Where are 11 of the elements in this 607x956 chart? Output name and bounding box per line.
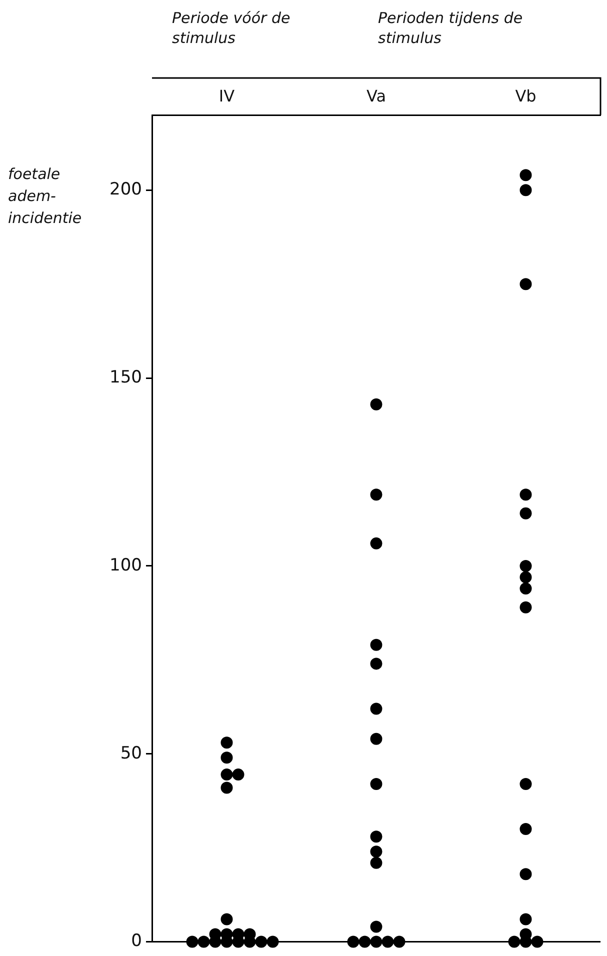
y-tick-label: 50 xyxy=(120,743,142,764)
x-tick-label: Va xyxy=(366,86,386,106)
x-tick-label: IV xyxy=(218,86,235,106)
y-tick-label: 100 xyxy=(110,555,142,576)
y-tick-label: 200 xyxy=(110,180,142,200)
text: Periode vóór de stimulus xyxy=(172,8,292,48)
y-axis-title: foetale adem-incidentie xyxy=(8,164,83,229)
y-tick-label: 150 xyxy=(110,367,142,388)
x-tick-label: Vb xyxy=(515,86,536,106)
y-tick-label: 0 xyxy=(131,931,142,952)
text: Perioden tijdens de stimulus xyxy=(378,8,524,48)
